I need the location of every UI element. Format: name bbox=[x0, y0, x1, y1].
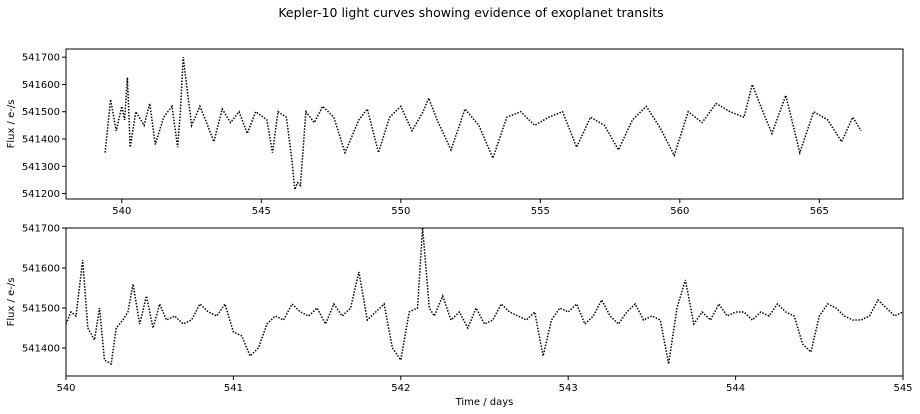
y-tick-label: 541400 bbox=[22, 135, 60, 146]
axes-frame bbox=[65, 48, 904, 200]
x-tick-label: 540 bbox=[56, 383, 75, 394]
axes-frame bbox=[65, 227, 904, 377]
y-tick-label: 541200 bbox=[22, 189, 60, 200]
x-tick-label: 541 bbox=[224, 383, 243, 394]
bottom-panel: 540 541 542 543 544 545 541400 541500 541600 5417… bbox=[6, 224, 913, 409]
x-tick-label: 545 bbox=[252, 206, 271, 217]
y-tick-label: 541500 bbox=[22, 107, 60, 118]
x-tick-label: 560 bbox=[670, 206, 689, 217]
y-axis-label: Flux / e-/s bbox=[6, 278, 17, 327]
x-tick-label: 540 bbox=[112, 206, 131, 217]
y-tick-label: 541600 bbox=[22, 264, 60, 275]
top-panel: 540 545 550 555 560 565 541200 541300 541400 5415… bbox=[6, 48, 904, 217]
x-tick-label: 550 bbox=[391, 206, 410, 217]
x-tick-label: 542 bbox=[391, 383, 410, 394]
x-tick-label: 543 bbox=[559, 383, 578, 394]
x-tick-label: 565 bbox=[810, 206, 829, 217]
y-tick-label: 541700 bbox=[22, 53, 60, 64]
y-axis-label: Flux / e-/s bbox=[6, 100, 17, 149]
x-tick-label: 545 bbox=[893, 383, 912, 394]
series-line-0 bbox=[104, 57, 862, 190]
series-line-0 bbox=[66, 228, 903, 366]
figure-title: Kepler-10 light curves showing evidence … bbox=[278, 5, 663, 20]
y-tick-label: 541300 bbox=[22, 162, 60, 173]
y-tick-label: 541600 bbox=[22, 80, 60, 91]
x-tick-label: 544 bbox=[726, 383, 745, 394]
y-tick-label: 541400 bbox=[22, 344, 60, 355]
x-axis-label: Time / days bbox=[455, 397, 514, 408]
x-tick-label: 555 bbox=[531, 206, 550, 217]
y-tick-label: 541700 bbox=[22, 224, 60, 235]
y-tick-label: 541500 bbox=[22, 304, 60, 315]
